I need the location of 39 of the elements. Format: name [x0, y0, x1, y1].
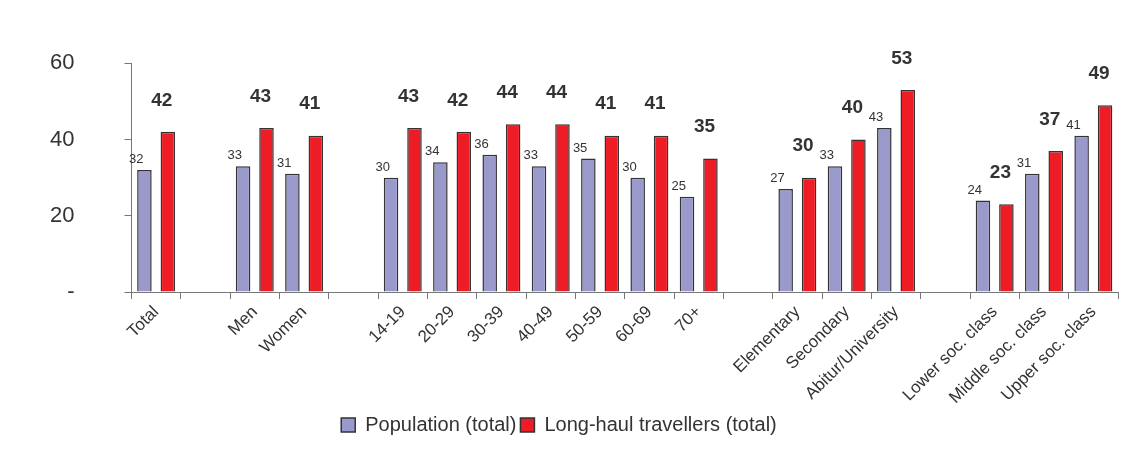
data-label: 30	[792, 134, 814, 156]
data-label: 24	[967, 181, 982, 197]
legend-label: Population (total)	[365, 412, 517, 435]
x-tick-label: Men	[224, 301, 261, 339]
data-label: 49	[1088, 61, 1110, 83]
data-label: 43	[868, 109, 884, 125]
data-label: 42	[447, 88, 469, 110]
y-tick-label: 40	[49, 125, 75, 151]
data-label: 43	[397, 84, 420, 106]
y-tick-label: -	[67, 278, 75, 304]
data-label: 33	[227, 147, 243, 163]
y-tick-label: 20	[49, 201, 75, 227]
data-label: 30	[622, 158, 637, 174]
data-label: 35	[693, 115, 716, 137]
data-label: 23	[989, 161, 1011, 183]
data-label: 41	[1066, 116, 1081, 132]
data-label: 35	[572, 139, 588, 155]
data-label: 41	[644, 92, 667, 114]
y-tick-label: 60	[49, 49, 75, 75]
data-label: 33	[523, 147, 539, 163]
data-label: 25	[671, 177, 687, 193]
data-label: 44	[496, 80, 519, 102]
legend-label: Long-haul travellers (total)	[544, 412, 777, 435]
data-label: 42	[151, 88, 173, 110]
data-label: 41	[299, 92, 321, 114]
data-label: 30	[375, 158, 391, 174]
data-label: 40	[841, 96, 863, 118]
data-label: 37	[1039, 107, 1061, 129]
data-label: 31	[276, 154, 292, 170]
data-label: 27	[770, 170, 785, 186]
data-label: 43	[249, 84, 272, 106]
data-label: 41	[595, 92, 617, 114]
x-tick-label: 70+	[671, 301, 705, 336]
data-label: 31	[1016, 154, 1032, 170]
data-label: 34	[424, 143, 440, 159]
data-label: 53	[891, 46, 913, 68]
data-label: 44	[545, 80, 568, 102]
data-label: 36	[474, 135, 489, 151]
data-label: 33	[819, 147, 834, 163]
